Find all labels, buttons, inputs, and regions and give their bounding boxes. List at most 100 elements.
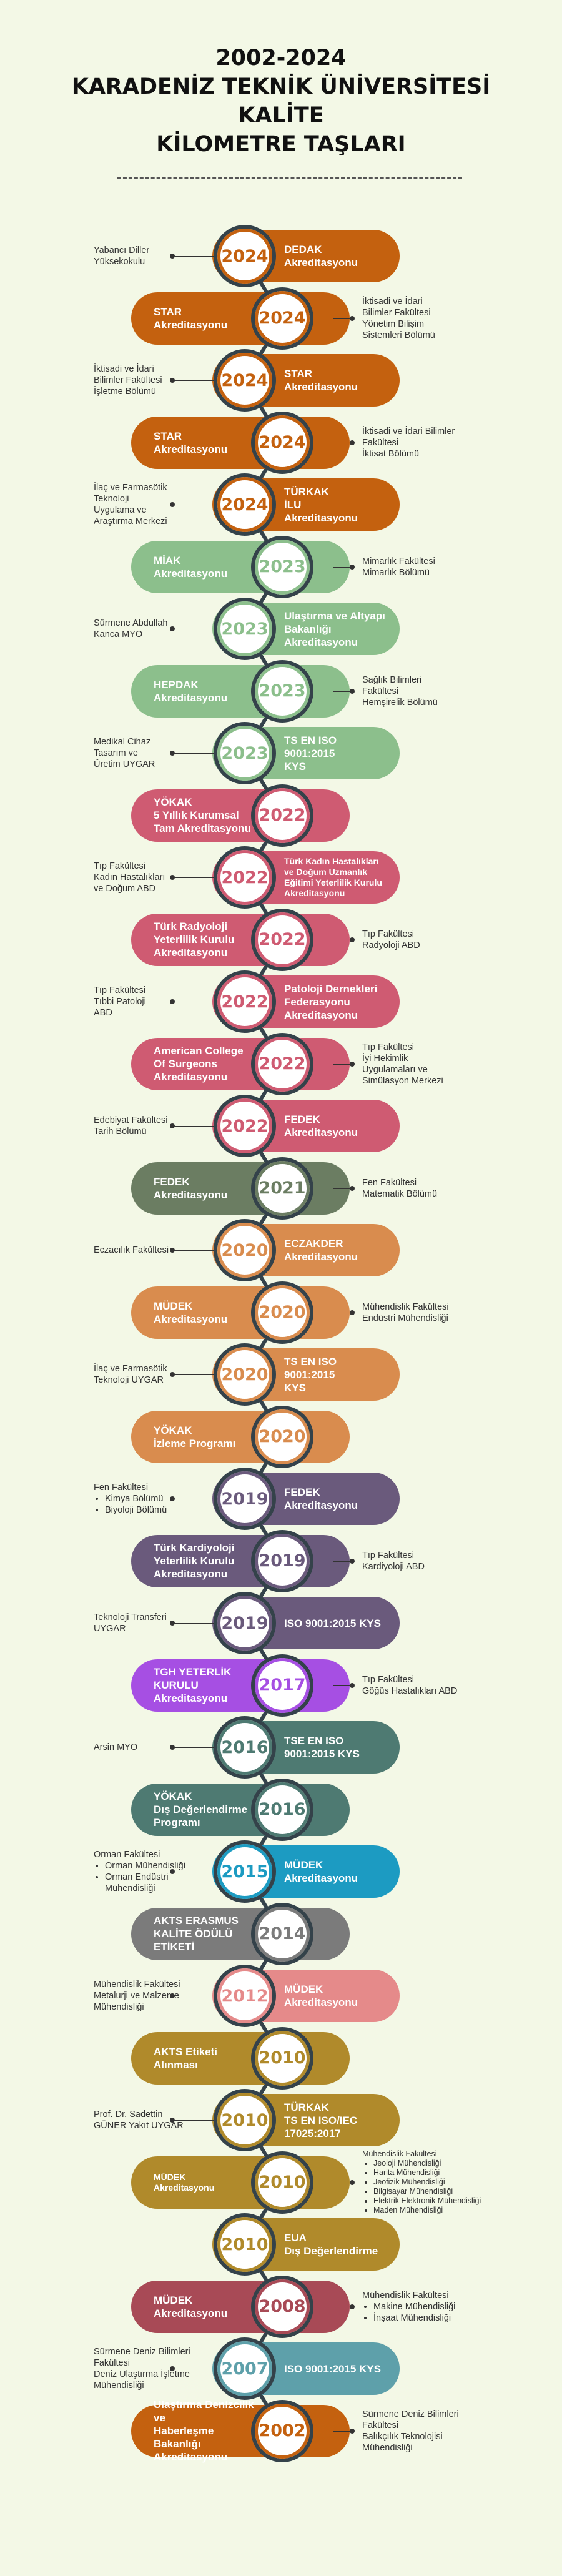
unit-text: Bilimler Fakültesi <box>362 307 431 318</box>
milestone-badge: MÜDEK Akreditasyonu <box>131 2156 350 2209</box>
connector-dot <box>170 1993 175 1998</box>
unit-list-item: Biyoloji Bölümü <box>105 1504 167 1516</box>
year-circle: 2012 <box>214 1965 276 2027</box>
unit-text: UYGAR <box>94 1624 126 1634</box>
connector-dot <box>170 751 175 756</box>
milestone-label: STAR Akreditasyonu <box>154 305 228 331</box>
unit-list-item: Orman Mühendisliği <box>105 1860 219 1872</box>
unit-text: Tarih Bölümü <box>94 1127 147 1137</box>
connector-dot <box>350 1061 355 1067</box>
unit-text: Fen Fakültesi <box>362 1177 417 1188</box>
milestone-label: STAR Akreditasyonu <box>284 368 358 393</box>
unit-list-item: Kimya Bölümü <box>105 1493 167 1504</box>
milestone-row: MÜDEK Akreditasyonu 2012 Mühendislik Fakült… <box>0 1965 562 2027</box>
milestone-year: 2024 <box>220 232 269 280</box>
unit-text: Endüstri Mühendisliği <box>362 1313 448 1323</box>
unit-text: Tıp Fakültesi <box>362 929 414 939</box>
unit-list: Makine Mühendisliğiİnşaat Mühendisliği <box>362 2301 455 2324</box>
connector-dot <box>170 378 175 383</box>
milestone-label: FEDEK Akreditasyonu <box>284 1486 358 1511</box>
title-quality: KALİTE <box>238 103 324 128</box>
milestone-unit: Fen FakültesiKimya BölümüBiyoloji Bölümü <box>94 1468 219 1530</box>
unit-list-item: İnşaat Mühendisliği <box>373 2312 455 2324</box>
milestone-badge: YÖKAK İzleme Programı <box>131 1410 350 1463</box>
title-divider <box>117 177 462 179</box>
milestone-label: ISO 9001:2015 KYS <box>284 1617 381 1629</box>
milestone-badge: MİAK Akreditasyonu <box>131 540 350 593</box>
connector-dot <box>350 1185 355 1191</box>
unit-text: Tıp Fakültesi <box>362 1550 414 1561</box>
unit-text: Tıbbi Patoloji <box>94 997 146 1007</box>
milestone-label: HEPDAK Akreditasyonu <box>154 678 228 704</box>
milestone-label: AKTS Etiketi Alınması <box>154 2045 218 2071</box>
milestone-row: MÜDEK Akreditasyonu 2010 Mühendislik Fakült… <box>0 2149 562 2214</box>
year-circle: 2024 <box>214 225 276 287</box>
milestone-unit: Medikal Cihaz Tasarım ve Üretim UYGAR <box>94 722 219 784</box>
unit-text: İyi Hekimlik <box>362 1053 408 1063</box>
year-circle: 2020 <box>214 1219 276 1281</box>
milestone-row: TS EN ISO 9001:2015 KYS 2023 Medikal Cihaz T… <box>0 722 562 784</box>
milestone-year: 2020 <box>220 1350 269 1399</box>
milestone-badge: STAR Akreditasyonu <box>131 292 350 345</box>
year-circle: 2015 <box>214 1840 276 1903</box>
year-circle: 2022 <box>251 784 313 847</box>
milestone-year: 2017 <box>258 1661 307 1710</box>
connector-dot <box>350 440 355 445</box>
year-circle: 2022 <box>214 1095 276 1157</box>
connector-line <box>174 1250 214 1251</box>
milestone-label: MÜDEK Akreditasyonu <box>284 1859 358 1884</box>
unit-list-item: Elektrik Elektronik Mühendisliği <box>373 2196 481 2206</box>
milestone-badge: Ulaştırma Denizcilik ve Haberleşme Bakanl… <box>131 2399 350 2463</box>
milestone-label: EUA Dış Değerlendirme <box>284 2232 378 2257</box>
unit-text: Mimarlık Bölümü <box>362 567 430 578</box>
milestone-unit: Teknoloji Transferi UYGAR <box>94 1592 219 1654</box>
connector-dot <box>350 2304 355 2309</box>
year-circle: 2019 <box>214 1468 276 1530</box>
milestone-year: 2022 <box>220 1102 269 1150</box>
milestone-year: 2020 <box>258 1412 307 1461</box>
connector-dot <box>170 1372 175 1377</box>
connector-line <box>174 1374 214 1375</box>
unit-text: Yüksekokulu <box>94 257 145 267</box>
milestone-label: American College Of Surgeons Akreditasyonu <box>154 1045 244 1083</box>
milestone-label: TS EN ISO 9001:2015 KYS <box>284 734 337 772</box>
milestone-year: 2022 <box>258 791 307 840</box>
milestone-unit: Fen Fakültesi Matematik Bölümü <box>333 1157 542 1220</box>
milestone-label: TÜRKAK İLU Akreditasyonu <box>284 485 358 524</box>
connector-dot <box>350 315 355 321</box>
milestone-unit: Tıp Fakültesi Tıbbi Patoloji ABD <box>94 970 219 1033</box>
unit-text: İktisadi ve İdari <box>94 364 154 374</box>
unit-text: Sürmene Deniz Bilimleri <box>362 2409 459 2419</box>
milestone-unit: Tıp Fakültesi İyi Hekimlik Uygulamaları ve… <box>333 1033 542 1095</box>
milestone-year: 2022 <box>258 1039 307 1088</box>
milestone-row: Ulaştırma Denizcilik ve Haberleşme Bakanl… <box>0 2399 562 2463</box>
milestone-badge: Türk Kardiyoloji Yeterlilik Kurulu Akredit… <box>131 1534 350 1587</box>
unit-text: Fen Fakültesi <box>94 1483 149 1493</box>
unit-text: Mühendislik Fakültesi <box>362 2290 449 2301</box>
year-circle: 2007 <box>214 2337 276 2400</box>
unit-text: Tıp Fakültesi <box>94 985 145 995</box>
milestone-row: Türk Kardiyoloji Yeterlilik Kurulu Akredit… <box>0 1529 562 1592</box>
unit-list-item: Harita Mühendisliği <box>373 2168 481 2178</box>
connector-line <box>333 1561 351 1562</box>
milestone-badge: MÜDEK Akreditasyonu <box>131 1286 350 1339</box>
unit-text: Teknoloji Transferi <box>94 1612 167 1622</box>
milestone-row: TÜRKAK TS EN ISO/IEC 17025:2017 2010 Prof. D… <box>0 2089 562 2151</box>
milestone-row: YÖKAK Dış Değerlendirme Programı 2016 <box>0 1778 562 1841</box>
unit-text: Yabancı Diller <box>94 245 150 255</box>
connector-dot <box>350 937 355 942</box>
year-circle: 2017 <box>251 1654 313 1717</box>
milestone-label: TS EN ISO 9001:2015 KYS <box>284 1355 337 1394</box>
connector-dot <box>170 1621 175 1626</box>
unit-text: Mühendislik Fakültesi <box>362 1301 449 1312</box>
year-circle: 2020 <box>251 1405 313 1468</box>
milestone-row: FEDEK Akreditasyonu 2022 Edebiyat Fakültesi… <box>0 1095 562 1157</box>
milestone-unit: Mühendislik FakültesiMakine Mühendisliği… <box>333 2276 542 2338</box>
milestone-year: 2015 <box>220 1847 269 1896</box>
milestone-unit: Tıp Fakültesi Göğüs Hastalıkları ABD <box>333 1654 542 1717</box>
milestone-badge: AKTS Etiketi Alınması <box>131 2031 350 2085</box>
year-circle: 2024 <box>214 349 276 412</box>
milestone-year: 2008 <box>258 2282 307 2331</box>
year-circle: 2010 <box>214 2089 276 2151</box>
